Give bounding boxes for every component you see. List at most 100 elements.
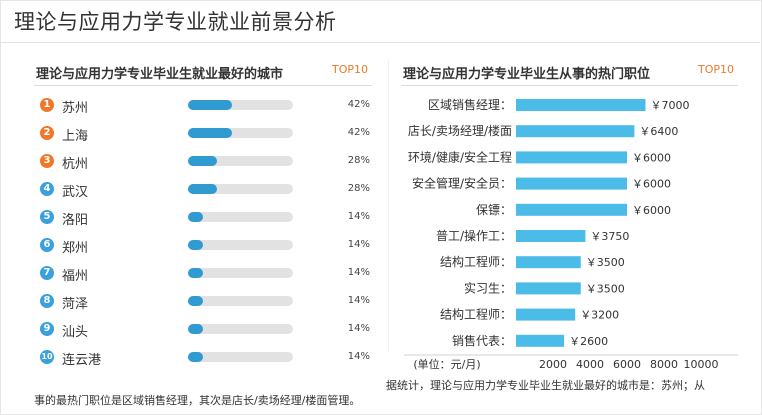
city-bar-fill bbox=[188, 100, 233, 110]
city-name: 菏泽 bbox=[62, 297, 89, 312]
city-percent: 42% bbox=[347, 99, 370, 110]
job-salary-value: ￥3500 bbox=[586, 282, 625, 295]
city-name: 连云港 bbox=[62, 353, 102, 368]
city-row: 5 洛阳 14% bbox=[40, 206, 380, 234]
job-salary-value: ￥6400 bbox=[639, 125, 678, 138]
city-row: 8 菏泽 14% bbox=[40, 290, 380, 318]
job-category-label: 销售代表： bbox=[452, 333, 512, 348]
rank-badge: 8 bbox=[40, 294, 54, 308]
rank-badge: 4 bbox=[40, 182, 54, 196]
page-title: 理论与应用力学专业就业前景分析 bbox=[14, 10, 337, 34]
x-tick-label: 10000 bbox=[684, 358, 719, 371]
panel-separator bbox=[388, 60, 389, 350]
city-bar-track bbox=[188, 184, 293, 194]
job-salary-value: ￥6000 bbox=[632, 178, 671, 191]
summary-text-line2: 事的最热门职位是区域销售经理，其次是店长/卖场经理/楼面管理。 bbox=[34, 394, 361, 407]
job-panel-title: 理论与应用力学专业毕业生从事的热门职位 bbox=[403, 67, 651, 82]
job-salary-value: ￥6000 bbox=[632, 151, 671, 164]
city-row: 4 武汉 28% bbox=[40, 178, 380, 206]
job-salary-value: ￥7000 bbox=[651, 99, 690, 112]
city-bar-track bbox=[188, 212, 293, 222]
city-bar-track bbox=[188, 268, 293, 278]
city-percent: 14% bbox=[347, 211, 370, 222]
city-name: 上海 bbox=[62, 129, 89, 144]
job-salary-bar bbox=[516, 99, 646, 111]
job-panel-divider bbox=[401, 85, 738, 86]
title-divider bbox=[0, 42, 760, 43]
job-salary-bar bbox=[516, 125, 635, 138]
city-percent: 14% bbox=[347, 239, 370, 250]
job-category-label: 店长/卖场经理/楼面 bbox=[408, 123, 512, 138]
rank-badge: 2 bbox=[40, 126, 54, 140]
job-category-label: 结构工程师： bbox=[440, 307, 512, 322]
city-bar-track bbox=[188, 296, 293, 306]
city-row: 10 连云港 14% bbox=[40, 346, 380, 374]
city-percent: 14% bbox=[347, 323, 370, 334]
city-bar-fill bbox=[188, 352, 203, 362]
city-bar-fill bbox=[188, 268, 203, 278]
city-percent: 42% bbox=[347, 127, 370, 138]
city-percent: 28% bbox=[347, 183, 370, 194]
summary-text-line1: 据统计，理论与应用力学专业毕业生就业最好的城市是：苏州；从 bbox=[386, 379, 705, 392]
city-bar-track bbox=[188, 240, 293, 250]
city-bar-track bbox=[188, 100, 293, 110]
city-bar-track bbox=[188, 128, 293, 138]
city-percent: 14% bbox=[347, 351, 370, 362]
job-category-label: 普工/操作工： bbox=[436, 228, 512, 243]
job-salary-bar bbox=[516, 308, 576, 321]
city-bar-fill bbox=[188, 156, 218, 166]
job-category-label: 环境/健康/安全工程 bbox=[408, 149, 512, 164]
city-panel-divider bbox=[34, 85, 372, 86]
job-salary-value: ￥3200 bbox=[580, 309, 619, 322]
city-name: 洛阳 bbox=[62, 213, 89, 228]
job-salary-bar bbox=[516, 230, 586, 242]
city-name: 武汉 bbox=[62, 185, 89, 200]
job-salary-bar bbox=[516, 334, 565, 347]
city-percent: 14% bbox=[347, 295, 370, 306]
city-row: 1 苏州 42% bbox=[40, 94, 380, 122]
job-category-label: 保镖： bbox=[476, 202, 512, 217]
city-name: 杭州 bbox=[62, 157, 89, 172]
rank-badge: 1 bbox=[40, 98, 54, 112]
city-name: 汕头 bbox=[62, 325, 89, 340]
job-category-label: 结构工程师： bbox=[440, 254, 512, 269]
rank-badge: 6 bbox=[40, 238, 54, 252]
city-row: 9 汕头 14% bbox=[40, 318, 380, 346]
job-salary-bar bbox=[516, 203, 627, 216]
x-tick-label: 8000 bbox=[650, 358, 678, 371]
city-percent: 28% bbox=[347, 155, 370, 166]
city-row: 6 郑州 14% bbox=[40, 234, 380, 262]
job-salary-value: ￥3500 bbox=[586, 256, 625, 269]
job-salary-value: ￥6000 bbox=[632, 204, 671, 217]
city-row: 2 上海 42% bbox=[40, 122, 380, 150]
job-salary-bar bbox=[516, 256, 581, 269]
job-category-label: 安全管理/安全员： bbox=[412, 176, 512, 191]
job-salary-bar bbox=[516, 177, 627, 190]
job-salary-value: ￥3750 bbox=[590, 230, 629, 243]
rank-badge: 10 bbox=[40, 350, 54, 364]
city-name: 郑州 bbox=[62, 241, 89, 256]
x-tick-label: 2000 bbox=[539, 358, 567, 371]
city-name: 苏州 bbox=[62, 101, 89, 116]
job-top10-badge: TOP10 bbox=[698, 63, 735, 76]
city-name: 福州 bbox=[62, 269, 89, 284]
city-panel-title: 理论与应用力学专业毕业生就业最好的城市 bbox=[36, 67, 284, 82]
city-bar-fill bbox=[188, 296, 203, 306]
city-bar-track bbox=[188, 352, 293, 362]
x-tick-label: 4000 bbox=[576, 358, 604, 371]
rank-badge: 7 bbox=[40, 266, 54, 280]
x-tick-label: 6000 bbox=[613, 358, 641, 371]
city-ranking-list: 1 苏州 42% 2 上海 42% 3 杭州 28% 4 武汉 28% 5 洛阳 14% 6 郑州 14% 7 福州 1… bbox=[40, 94, 380, 374]
city-row: 3 杭州 28% bbox=[40, 150, 380, 178]
rank-badge: 5 bbox=[40, 210, 54, 224]
city-bar-fill bbox=[188, 128, 233, 138]
city-bar-track bbox=[188, 324, 293, 334]
city-bar-track bbox=[188, 156, 293, 166]
job-salary-value: ￥2600 bbox=[569, 335, 608, 348]
city-bar-fill bbox=[188, 324, 203, 334]
job-category-label: 实习生： bbox=[464, 280, 512, 295]
job-salary-bar bbox=[516, 282, 581, 295]
x-axis-unit-label: (单位：元/月) bbox=[413, 357, 480, 371]
city-bar-fill bbox=[188, 240, 203, 250]
